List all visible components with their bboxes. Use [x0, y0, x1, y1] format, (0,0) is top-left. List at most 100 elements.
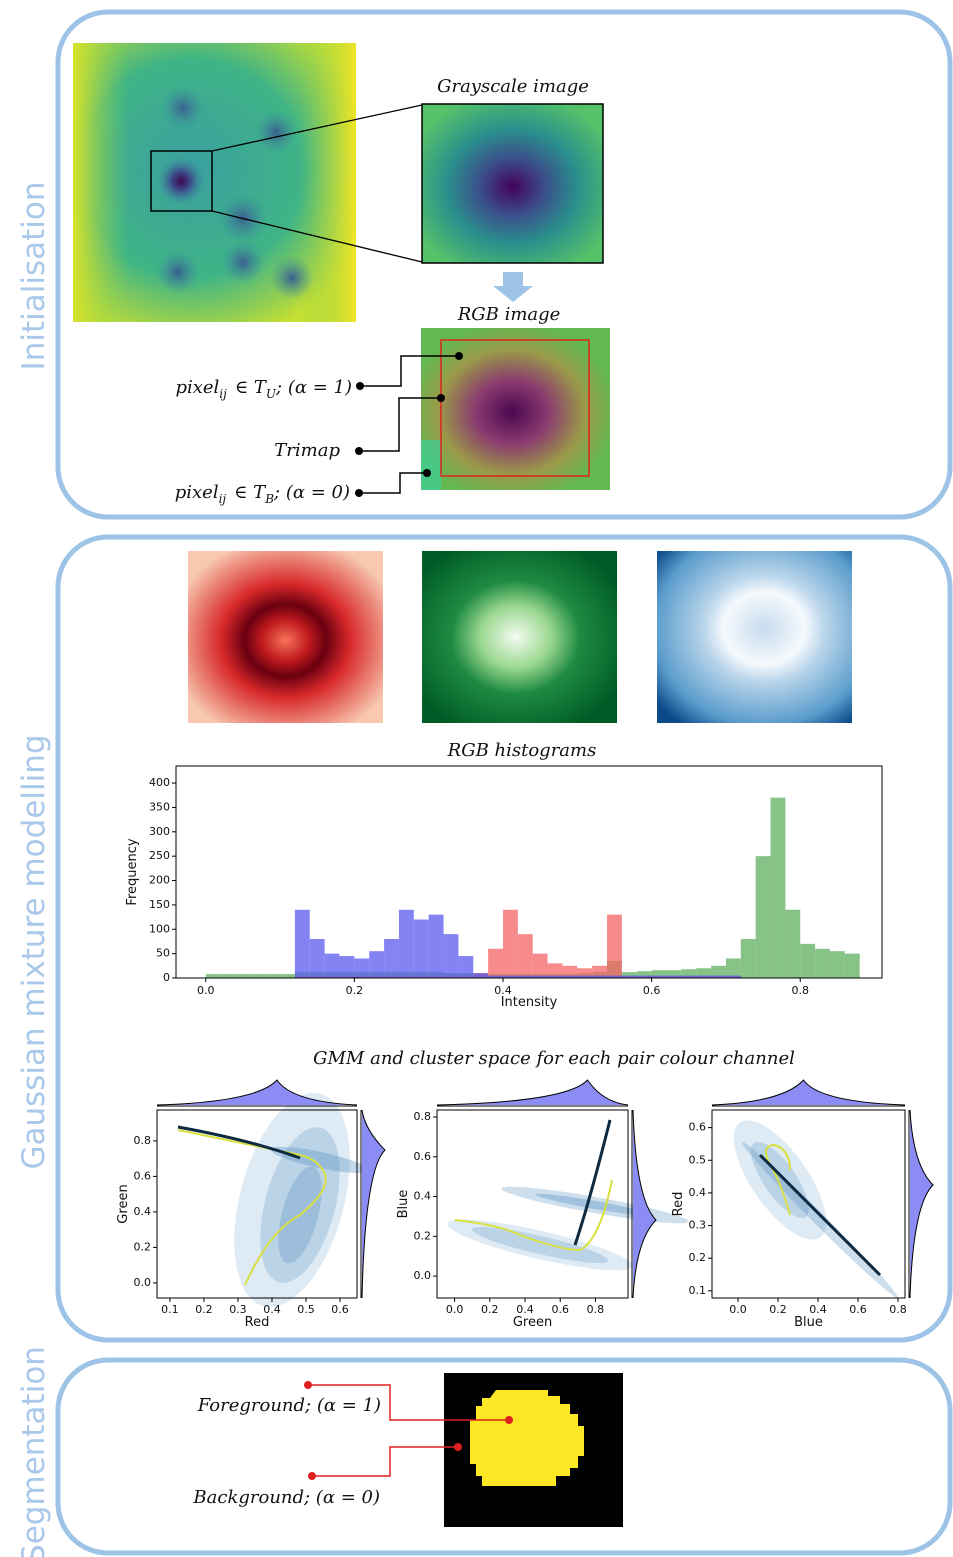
bar [205, 974, 221, 978]
marginal-density [436, 1079, 629, 1106]
y-tick-label: 50 [156, 947, 170, 960]
x-tick-label: 0.4 [263, 1303, 281, 1316]
cluster-core [177, 1125, 301, 1160]
x-tick-label: 0.3 [229, 1303, 247, 1316]
marginal-density [632, 1109, 657, 1299]
connector-dot [304, 1381, 513, 1480]
bar [562, 975, 578, 978]
x-axis-label: Red [245, 1315, 270, 1330]
grayscale-full [73, 43, 423, 322]
x-tick-label: 0.8 [792, 984, 810, 997]
bar [696, 975, 712, 978]
bar [369, 951, 385, 978]
y-tick-label: 0.0 [134, 1276, 152, 1289]
bar [547, 975, 563, 978]
bar [443, 934, 459, 978]
x-tick-label: 0.8 [889, 1303, 907, 1316]
bar [621, 972, 637, 978]
x-tick-label: 0.2 [346, 984, 364, 997]
y-axis-label: Frequency [125, 838, 140, 905]
x-tick-label: 0.6 [551, 1303, 569, 1316]
y-tick-label: 0.3 [689, 1219, 707, 1232]
y-tick-label: 100 [149, 922, 170, 935]
y-tick-label: 300 [149, 825, 170, 838]
rgb-image [421, 440, 441, 490]
rgb-image [421, 328, 610, 490]
segment-label: Background; (α = 0) [192, 1487, 380, 1508]
x-axis-label: Intensity [501, 995, 558, 1010]
plot-frame [711, 1109, 906, 1299]
image-title: Grayscale image [437, 76, 589, 97]
y-tick-label: 0.2 [414, 1229, 432, 1242]
section-box [55, 1357, 953, 1556]
connector [359, 355, 459, 494]
x-axis-label: Green [513, 1315, 552, 1330]
y-tick-label: 0 [163, 971, 170, 984]
bar [354, 958, 370, 978]
y-tick-label: 250 [149, 849, 170, 862]
bar [517, 975, 533, 978]
bar [562, 965, 578, 978]
x-tick-label: 0.6 [643, 984, 661, 997]
gmm-component [733, 1120, 827, 1240]
bar [502, 909, 518, 978]
bar [488, 975, 503, 978]
bar [607, 975, 622, 978]
section-box [55, 534, 953, 1343]
bar [577, 975, 593, 978]
bar [800, 943, 816, 978]
x-tick-label: 0.5 [297, 1303, 315, 1316]
bar [636, 975, 652, 978]
bar [770, 797, 786, 978]
trimap-box [440, 339, 590, 477]
grayscale-zoom [421, 103, 604, 264]
bar [829, 951, 845, 978]
y-tick-label: 0.8 [134, 1134, 152, 1147]
y-tick-label: 0.2 [134, 1240, 152, 1253]
y-tick-label: 0.1 [689, 1284, 707, 1297]
x-tick-label: 0.4 [516, 1303, 534, 1316]
bar [577, 968, 593, 978]
y-tick-label: 150 [149, 898, 170, 911]
x-tick-label: 0.0 [197, 984, 215, 997]
plot-frame [436, 1109, 629, 1299]
x-tick-label: 0.6 [331, 1303, 349, 1316]
bar [309, 939, 325, 978]
bar [607, 914, 622, 978]
bar [398, 909, 414, 978]
y-tick-label: 0.2 [689, 1251, 707, 1264]
y-tick-label: 0.4 [414, 1190, 432, 1203]
bar [711, 965, 726, 978]
y-axis-label: Green [116, 1184, 131, 1223]
trimap-label: pixelij ∈ TU; (α = 1) [175, 377, 352, 401]
y-axis-label: Blue [396, 1190, 411, 1219]
connector-dot [355, 352, 463, 497]
bar [517, 934, 533, 978]
bar [696, 968, 712, 978]
bar [681, 969, 697, 978]
plot-frame [175, 765, 883, 979]
bar [711, 975, 726, 978]
x-tick-label: 0.0 [729, 1303, 747, 1316]
x-tick-label: 0.2 [769, 1303, 787, 1316]
connector [308, 1384, 509, 1477]
green-channel [422, 551, 617, 723]
y-tick-label: 400 [149, 776, 170, 789]
bar [651, 970, 667, 978]
x-tick-label: 0.6 [849, 1303, 867, 1316]
red-channel [188, 551, 383, 723]
y-tick-label: 0.6 [414, 1150, 432, 1163]
marginal-density [711, 1079, 906, 1106]
bar [636, 971, 652, 978]
bar [294, 909, 310, 978]
bar [488, 948, 503, 978]
bar [532, 953, 548, 978]
cluster-core [573, 1119, 612, 1246]
y-tick-label: 0.5 [689, 1153, 707, 1166]
bar [324, 953, 340, 978]
x-tick-label: 0.1 [161, 1303, 179, 1316]
y-tick-label: 0.6 [134, 1169, 152, 1182]
bar [413, 919, 429, 978]
section-label: Initialisation [16, 182, 52, 371]
arrow [493, 272, 533, 302]
